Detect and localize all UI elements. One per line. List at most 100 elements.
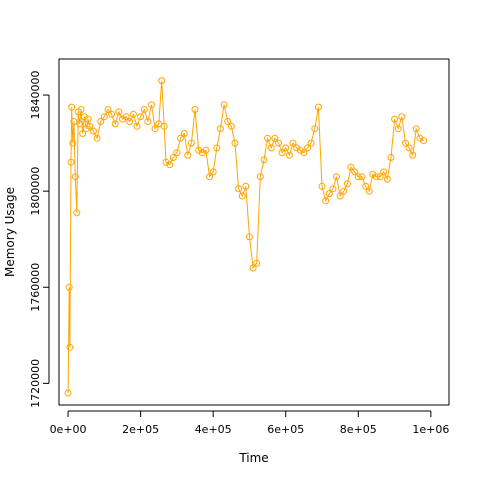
data-point: [242, 182, 250, 190]
data-point: [293, 144, 301, 152]
data-point: [358, 173, 366, 181]
x-tick-label: 0e+00: [50, 423, 87, 436]
data-point: [365, 187, 373, 195]
data-point: [416, 134, 424, 142]
data-point: [115, 108, 123, 116]
x-axis-title: Time: [238, 451, 268, 465]
x-tick-label: 2e+05: [122, 423, 159, 436]
data-point: [100, 113, 108, 121]
x-tick-label: 1e+06: [412, 423, 449, 436]
data-point: [318, 182, 326, 190]
data-point: [191, 106, 199, 113]
x-tick-label: 8e+05: [340, 423, 377, 436]
data-point: [307, 139, 315, 147]
data-point: [405, 144, 413, 152]
data-point: [73, 209, 81, 217]
data-point: [300, 149, 308, 157]
data-point: [402, 139, 409, 147]
data-point: [333, 173, 340, 181]
data-point: [256, 173, 264, 181]
data-point: [231, 139, 239, 147]
data-point: [343, 180, 351, 188]
data-point: [347, 163, 355, 171]
data-point: [173, 149, 181, 157]
data-point: [282, 144, 290, 152]
data-point: [325, 190, 333, 198]
data-series: [64, 77, 428, 397]
data-point: [79, 130, 87, 137]
data-point: [67, 158, 75, 166]
data-point: [391, 115, 399, 123]
data-point: [271, 134, 279, 142]
data-point: [169, 154, 177, 161]
data-point: [383, 175, 391, 183]
data-point: [398, 113, 406, 121]
series-line: [67, 80, 424, 394]
data-point: [224, 118, 232, 125]
data-point: [253, 259, 261, 267]
data-point: [151, 125, 159, 133]
data-point: [198, 149, 206, 157]
data-point: [369, 170, 377, 178]
data-point: [119, 115, 126, 123]
y-axis-title: Memory Usage: [3, 187, 17, 277]
data-point: [166, 161, 174, 169]
data-point: [71, 173, 79, 181]
data-point: [93, 134, 101, 142]
data-point: [376, 173, 384, 181]
data-point: [246, 233, 253, 241]
data-point: [158, 77, 166, 85]
data-point: [70, 118, 78, 125]
data-point: [180, 130, 188, 137]
data-point: [264, 134, 272, 142]
data-point: [162, 158, 170, 166]
data-point: [227, 122, 235, 130]
data-point: [206, 173, 214, 181]
data-point: [77, 106, 85, 113]
data-point: [187, 139, 195, 147]
data-point: [340, 187, 348, 195]
data-point: [289, 139, 297, 147]
y-tick-label: 1760000: [29, 263, 42, 312]
data-point: [354, 173, 362, 181]
data-point: [104, 106, 112, 113]
data-point: [69, 139, 77, 147]
data-point: [362, 182, 370, 190]
data-point: [351, 168, 359, 176]
plot-frame: [58, 58, 450, 406]
data-point: [394, 125, 402, 133]
data-point: [144, 118, 152, 125]
data-point: [202, 146, 210, 154]
data-point: [126, 118, 134, 125]
data-point: [76, 120, 84, 128]
data-point: [160, 122, 168, 130]
data-point: [285, 151, 293, 159]
data-point: [122, 113, 130, 121]
data-point: [84, 115, 92, 123]
y-axis: 1720000 1760000 1800000 1840000: [29, 71, 50, 408]
data-point: [140, 106, 148, 113]
data-point: [177, 134, 184, 142]
data-point: [80, 113, 88, 121]
data-point: [137, 113, 145, 121]
data-point: [296, 146, 304, 154]
data-point: [216, 125, 224, 133]
y-tick-label: 1800000: [29, 167, 42, 216]
data-point: [111, 120, 119, 128]
data-point: [412, 125, 420, 133]
y-tick-label: 1840000: [29, 71, 42, 120]
data-point: [380, 168, 388, 176]
data-point: [64, 389, 72, 397]
data-point: [420, 137, 428, 145]
data-point: [82, 125, 90, 133]
data-point: [213, 144, 221, 152]
data-point: [409, 151, 417, 159]
data-point: [278, 149, 286, 157]
data-point: [314, 103, 322, 111]
data-point: [90, 127, 97, 135]
data-point: [65, 283, 73, 291]
data-point: [322, 197, 330, 205]
data-point: [267, 144, 275, 152]
data-point: [260, 156, 268, 164]
